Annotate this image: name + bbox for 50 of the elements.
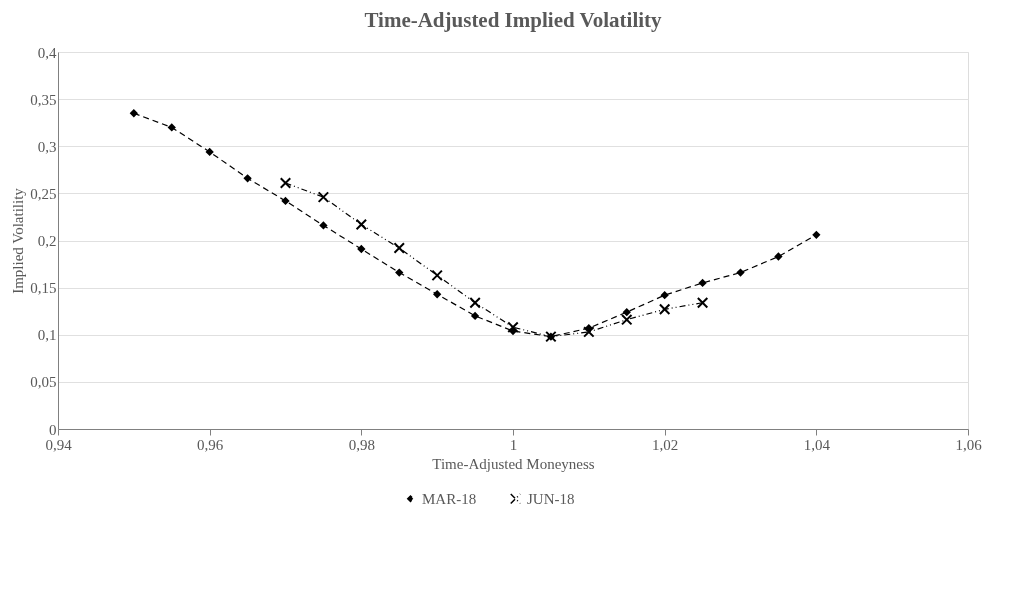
point xyxy=(168,123,176,132)
point xyxy=(205,148,214,156)
point xyxy=(507,321,519,333)
y-tick-label: 0,05 xyxy=(30,374,57,391)
chart-title: Time-Adjusted Implied Volatility xyxy=(364,8,663,32)
x-tick-label: 1,02 xyxy=(652,436,679,453)
point xyxy=(130,109,138,117)
point xyxy=(317,191,330,203)
y-axis-title: Implied Volatility xyxy=(10,187,27,294)
point xyxy=(698,279,707,287)
point xyxy=(583,326,595,338)
point xyxy=(433,290,441,298)
point xyxy=(623,308,631,316)
point xyxy=(355,218,368,231)
point xyxy=(658,303,671,316)
point xyxy=(509,327,517,335)
point xyxy=(585,324,593,332)
x-tick-label: 1,06 xyxy=(955,436,983,453)
point xyxy=(281,197,290,205)
point xyxy=(469,296,481,309)
y-tick-label: 0,2 xyxy=(37,233,57,249)
y-tick-label: 0,1 xyxy=(37,327,57,344)
x-tick-label: 1 xyxy=(509,436,518,453)
point xyxy=(774,252,783,261)
legend-label: JUN-18 xyxy=(527,490,575,507)
point xyxy=(393,242,405,254)
y-tick-label: 0 xyxy=(49,421,57,438)
x-tick-label: 0,94 xyxy=(45,436,73,453)
point xyxy=(812,231,821,239)
point xyxy=(431,269,443,282)
point xyxy=(736,268,745,277)
y-tick-label: 0,35 xyxy=(30,91,57,108)
x-tick-label: 1,04 xyxy=(803,436,831,453)
point xyxy=(357,245,366,253)
legend-label: MAR-18 xyxy=(422,490,477,507)
point xyxy=(319,221,328,230)
y-tick-label: 0,3 xyxy=(37,138,57,155)
point xyxy=(660,291,669,299)
y-tick-label: 0,25 xyxy=(30,185,57,202)
y-tick-label: 0,4 xyxy=(37,44,57,61)
x-axis-title: Time-Adjusted Moneyness xyxy=(432,455,595,472)
point xyxy=(395,268,403,277)
point xyxy=(471,312,479,320)
x-tick-label: 0,98 xyxy=(348,436,375,453)
point xyxy=(279,177,292,189)
point xyxy=(243,174,252,183)
x-tick-label: 0,96 xyxy=(197,436,224,453)
point xyxy=(696,296,709,309)
point xyxy=(621,313,633,326)
y-tick-label: 0,15 xyxy=(30,280,57,297)
